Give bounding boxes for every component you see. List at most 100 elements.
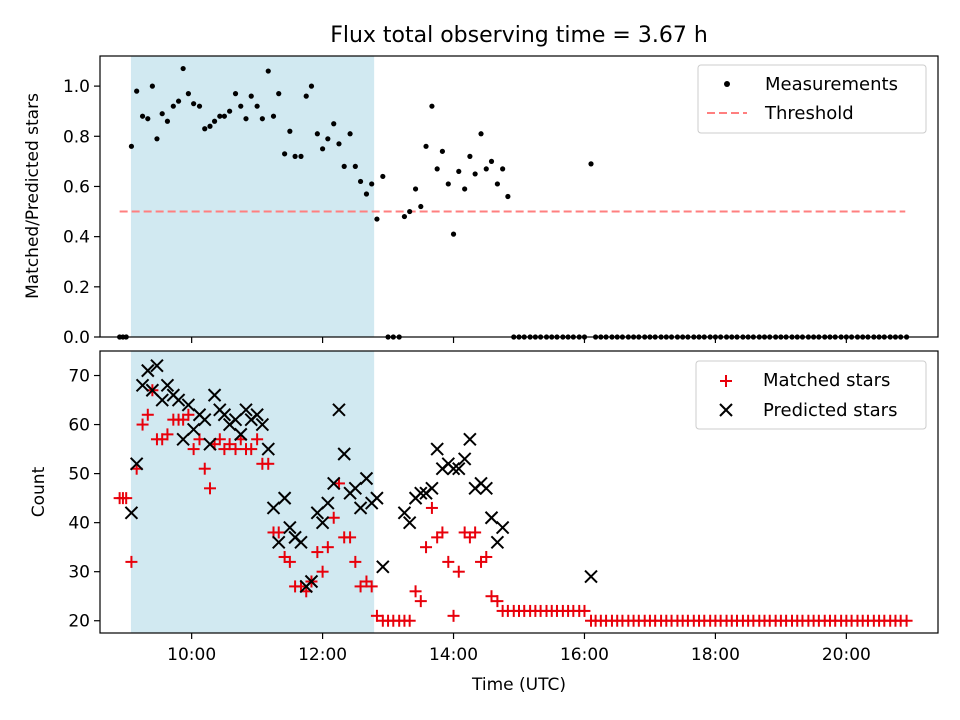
predicted-point — [277, 491, 292, 505]
predicted-point — [584, 569, 598, 584]
predicted-point — [414, 486, 428, 500]
predicted-point — [495, 520, 510, 535]
measurement-point — [232, 91, 239, 97]
predicted-point — [176, 432, 190, 446]
measurement-point — [164, 118, 171, 124]
measurement-point — [145, 116, 151, 122]
matched-point — [141, 408, 154, 421]
predicted-point — [272, 535, 286, 549]
matched-point — [480, 550, 493, 563]
legend-box — [695, 360, 927, 430]
matched-point — [447, 609, 460, 622]
measurement-point — [494, 181, 500, 187]
measurement-point — [588, 161, 594, 167]
matched-point — [900, 614, 913, 627]
matched-point — [425, 501, 438, 514]
matched-point — [436, 526, 449, 539]
predicted-point — [484, 511, 499, 525]
measurement-point — [159, 111, 165, 117]
chart-title: Flux total observing time = 3.67 h — [330, 23, 708, 48]
y-tick-label: 40 — [68, 514, 90, 534]
matched-point — [409, 585, 422, 598]
measurement-point — [243, 116, 249, 122]
y-tick-label: 60 — [68, 416, 90, 436]
measurement-point — [134, 88, 140, 94]
x-tick-label: 14:00 — [429, 645, 478, 665]
measurement-point — [221, 113, 227, 119]
matched-point — [229, 443, 242, 456]
measurement-point — [180, 65, 186, 72]
matched-point — [187, 443, 200, 456]
measurement-point — [270, 113, 277, 119]
matched-point — [283, 555, 296, 568]
measurement-point — [488, 158, 495, 164]
legend-label-matched: Matched stars — [763, 370, 890, 391]
matched-point — [442, 555, 455, 568]
x-axis-label: Time (UTC) — [471, 675, 566, 695]
measurement-point — [185, 91, 191, 97]
measurement-point — [207, 123, 213, 129]
legend-box — [697, 64, 927, 134]
predicted-point — [171, 393, 186, 407]
predicted-point — [266, 501, 281, 515]
matched-point — [136, 418, 149, 431]
measurement-point — [128, 143, 135, 149]
matched-point — [365, 580, 378, 593]
x-tick-label: 20:00 — [822, 645, 871, 665]
measurement-point — [170, 103, 176, 109]
predicted-point — [283, 520, 297, 535]
measurement-point — [412, 186, 419, 192]
y-tick-label: 70 — [68, 367, 90, 387]
matched-point — [344, 531, 357, 544]
matched-point — [161, 428, 174, 441]
measurement-point — [191, 101, 197, 107]
matched-point — [251, 433, 264, 446]
plot-area — [113, 359, 913, 627]
measurement-point — [202, 126, 208, 132]
legend-marker-predicted — [719, 403, 733, 417]
predicted-point — [255, 417, 270, 432]
matched-point — [262, 457, 275, 470]
matched-point — [420, 541, 433, 554]
measurement-point — [314, 131, 320, 137]
measurement-point — [456, 168, 462, 175]
measurement-point — [357, 178, 364, 185]
matched-point — [316, 565, 329, 578]
predicted-point — [294, 535, 308, 549]
measurement-point — [483, 166, 489, 172]
matched-point — [491, 595, 504, 608]
measurement-point — [467, 153, 473, 159]
y-tick-label: 0.0 — [63, 328, 90, 348]
predicted-point — [490, 535, 505, 549]
y-tick-label: 0.2 — [63, 278, 90, 298]
measurement-point — [196, 103, 203, 109]
predicted-point — [353, 501, 368, 515]
measurement-point — [439, 148, 446, 154]
matched-point — [469, 526, 482, 539]
panel-ratio: 0.0 0.2 0.4 0.6 0.8 1.0 Matched/Predicted sta… — [23, 55, 939, 348]
predicted-point — [135, 378, 150, 393]
legend-label-measurements: Measurements — [765, 74, 898, 95]
measurement-point — [211, 118, 218, 124]
predicted-point — [457, 452, 472, 466]
matched-point — [198, 462, 211, 475]
measurement-point — [462, 186, 468, 192]
measurement-point — [505, 193, 511, 200]
measurement-point — [369, 181, 375, 187]
predicted-point — [315, 515, 330, 530]
y-tick-label: 0.8 — [63, 127, 90, 147]
matched-point — [120, 492, 133, 505]
predicted-point — [376, 560, 390, 574]
y-axis-label: Count — [29, 466, 49, 517]
panel-counts: 10:00 12:00 14:00 16:00 18:00 20:00 20 30 40 50 60… — [29, 350, 939, 695]
measurement-point — [259, 116, 265, 122]
predicted-point — [425, 481, 439, 496]
measurement-point — [500, 166, 506, 172]
shaded-interval — [130, 350, 375, 634]
legend-marker-matched — [720, 375, 732, 387]
measurement-point — [407, 208, 413, 215]
y-tick-label: 0.6 — [63, 177, 90, 197]
measurement-point — [363, 191, 370, 197]
matched-point — [311, 546, 324, 559]
predicted-point — [337, 447, 351, 461]
